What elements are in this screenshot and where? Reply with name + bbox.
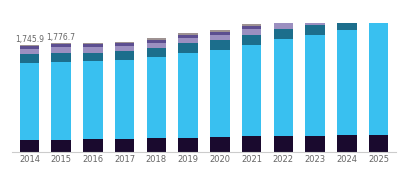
Bar (51, 43, 71, 44)
Bar (51, 140, 71, 152)
Bar (83, 44, 103, 47)
Bar (146, 38, 166, 40)
Bar (274, 20, 293, 23)
Bar (369, 12, 388, 23)
Bar (51, 62, 71, 140)
Bar (146, 48, 166, 57)
Bar (20, 140, 39, 152)
Bar (115, 42, 134, 43)
Bar (83, 52, 103, 61)
Bar (210, 50, 230, 137)
Bar (115, 51, 134, 60)
Bar (337, 7, 357, 9)
Bar (274, 23, 293, 29)
Bar (178, 43, 198, 53)
Bar (242, 35, 262, 45)
Bar (305, 35, 325, 136)
Bar (178, 38, 198, 43)
Bar (210, 30, 230, 32)
Text: 1,776.7: 1,776.7 (47, 33, 76, 42)
Bar (242, 29, 262, 35)
Bar (115, 46, 134, 51)
Bar (210, 137, 230, 152)
Bar (305, 13, 325, 15)
Bar (20, 46, 39, 49)
Bar (83, 43, 103, 44)
Bar (178, 33, 198, 35)
Bar (274, 29, 293, 39)
Bar (369, 5, 388, 12)
Bar (146, 40, 166, 43)
Bar (305, 25, 325, 35)
Bar (369, 135, 388, 152)
Bar (20, 49, 39, 54)
Bar (337, 30, 357, 136)
Bar (305, 15, 325, 19)
Bar (210, 40, 230, 50)
Bar (51, 47, 71, 53)
Bar (20, 54, 39, 63)
Bar (337, 136, 357, 152)
Bar (337, 9, 357, 13)
Bar (146, 138, 166, 152)
Bar (146, 43, 166, 48)
Bar (115, 139, 134, 152)
Bar (115, 60, 134, 139)
Bar (337, 13, 357, 19)
Bar (369, 0, 388, 2)
Bar (20, 45, 39, 46)
Bar (51, 53, 71, 62)
Bar (242, 136, 262, 152)
Bar (337, 19, 357, 30)
Bar (83, 61, 103, 139)
Bar (51, 44, 71, 47)
Bar (274, 136, 293, 152)
Bar (369, 2, 388, 5)
Bar (115, 43, 134, 46)
Bar (178, 35, 198, 38)
Bar (178, 138, 198, 152)
Bar (83, 139, 103, 152)
Bar (305, 136, 325, 152)
Bar (369, 23, 388, 135)
Bar (20, 63, 39, 140)
Text: 1,745.9: 1,745.9 (15, 35, 44, 44)
Bar (178, 53, 198, 138)
Bar (242, 24, 262, 26)
Bar (274, 39, 293, 136)
Bar (242, 26, 262, 29)
Bar (146, 57, 166, 138)
Bar (210, 32, 230, 35)
Bar (305, 19, 325, 25)
Bar (210, 35, 230, 40)
Bar (242, 45, 262, 136)
Bar (83, 47, 103, 52)
Bar (274, 18, 293, 20)
